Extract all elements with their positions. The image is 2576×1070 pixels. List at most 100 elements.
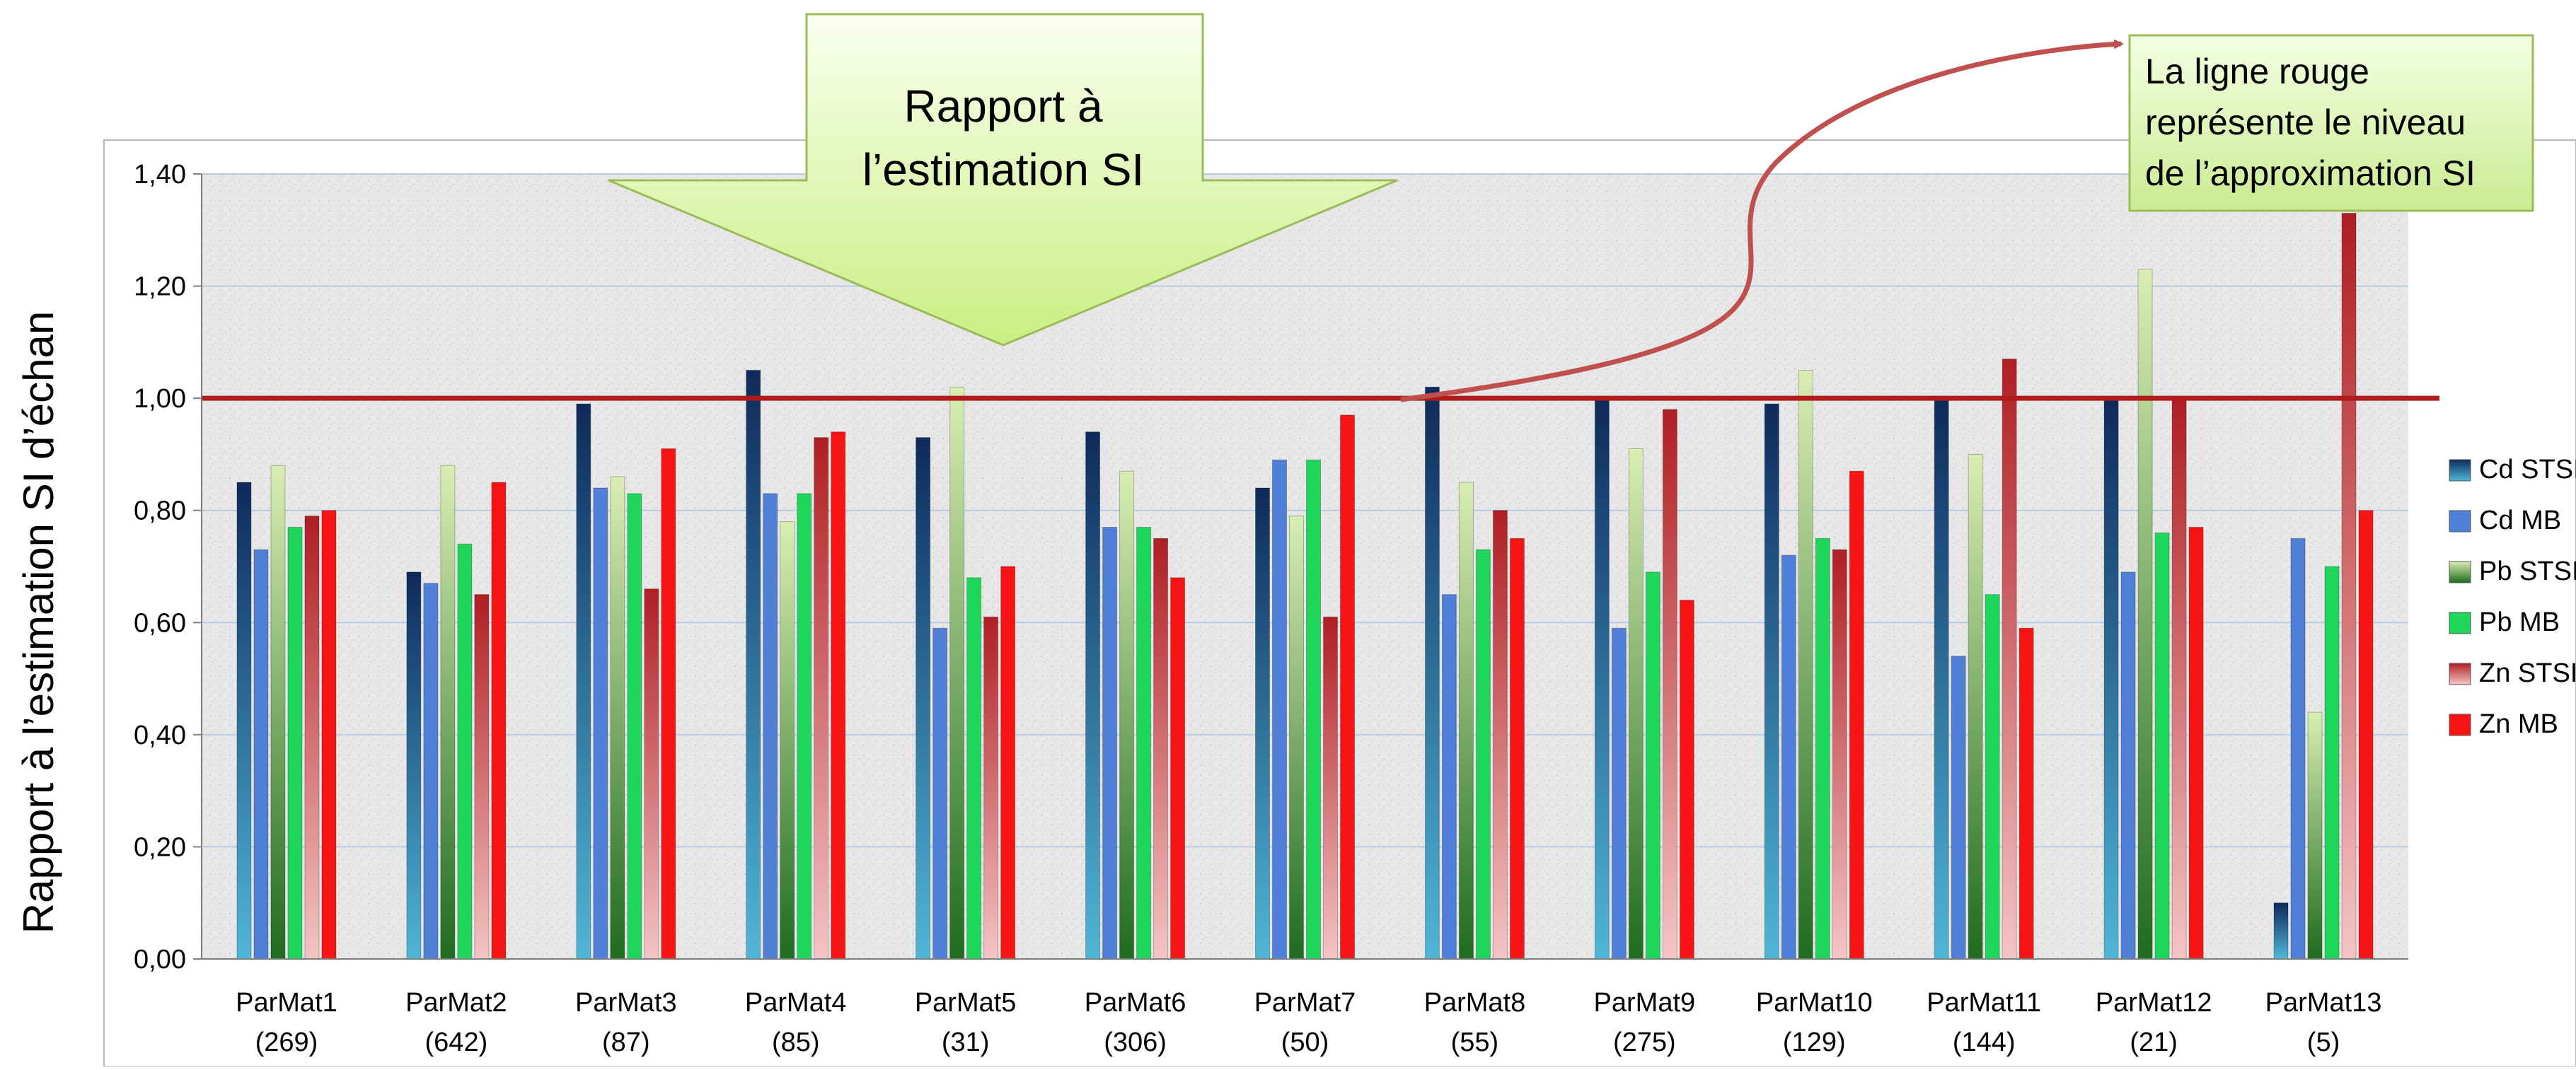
legend-swatch [2449,663,2471,685]
x-tick-count: (21) [2130,1028,2178,1057]
bar [1119,470,1135,960]
bar [2154,532,2170,960]
legend: Cd STSI Cd MB Pb STSI Pb MB Zn STSI Zn MB [2449,455,2576,739]
legend-label: Zn MB [2479,709,2558,739]
bar [1594,397,1610,960]
bar [440,465,456,960]
bar [1323,616,1338,960]
bar [966,577,982,960]
legend-label: Pb STSI [2479,557,2576,586]
x-tick-labels: ParMat1 (269) ParMat2 (642) ParMat3 (87) ParMa… [236,988,2381,1057]
bar [1815,537,1830,960]
bar [304,516,320,960]
bar [576,403,591,960]
bar [1934,397,1949,960]
bar [2171,397,2187,960]
x-tick-count: (275) [1613,1028,1676,1057]
bar [1509,537,1525,960]
callout-line-1: La ligne rouge [2145,52,2369,91]
bar [474,594,490,960]
bar [1475,549,1491,960]
bar [1272,459,1287,960]
bar [1102,527,1118,960]
bar [1628,448,1644,960]
bars [236,213,2374,960]
bar [1340,414,1355,960]
x-tick-label: ParMat2 [405,988,507,1018]
bar [1679,600,1694,960]
bar [491,482,507,960]
bar [610,476,625,960]
callout-line-2: représente le niveau [2145,103,2466,142]
callout-box [2128,34,2534,212]
legend-label: Cd MB [2479,506,2561,535]
bar [2324,566,2340,960]
bar [831,431,846,960]
x-tick-label: ParMat4 [745,988,847,1018]
bar [2002,359,2017,960]
y-tick-label: 1,40 [134,160,186,190]
bar [644,588,659,960]
bar [270,465,286,960]
bar [1153,537,1169,960]
bar [1000,566,1016,960]
x-tick-count: (87) [602,1028,650,1057]
bar [2358,510,2374,960]
x-tick-label: ParMat11 [1927,988,2041,1018]
x-tick-label: ParMat10 [1756,988,1873,1018]
legend-label: Cd STSI [2479,455,2576,484]
bar [797,493,812,960]
bar [1170,577,1186,960]
bar [2273,902,2289,960]
x-tick-label: ParMat9 [1594,988,1696,1018]
x-tick-label: ParMat12 [2096,988,2212,1018]
bar [1985,594,2000,960]
callout-annotation: La ligne rouge représente le niveau de l… [1400,34,2534,402]
arrow-label-line-2: l’estimation SI [862,144,1144,195]
bar [2120,571,2136,960]
bar [983,616,999,960]
bar [287,527,303,960]
y-tick-label: 1,20 [134,272,186,302]
callout-arrow [1400,39,2124,402]
x-tick-count: (55) [1451,1028,1499,1057]
bar [406,571,422,960]
x-tick-count: (85) [772,1028,820,1057]
bar [746,370,761,960]
x-tick-count: (306) [1104,1028,1167,1057]
bar [457,543,473,960]
legend-swatch [2449,612,2471,634]
bar [1968,453,1983,960]
bar [1611,627,1627,960]
legend-swatch [2449,714,2471,736]
bar [236,482,252,960]
x-tick-label: ParMat8 [1424,988,1526,1018]
bar [1441,594,1457,960]
x-tick-label: ParMat13 [2265,988,2382,1018]
arrow-annotation: Rapport à l’estimation SI [608,13,1398,347]
x-tick-label: ParMat1 [236,988,337,1018]
x-tick-count: (129) [1783,1028,1846,1057]
bar [321,510,337,960]
bar [2137,269,2153,960]
bar [814,437,829,960]
bar [1424,386,1440,960]
x-tick-label: ParMat7 [1254,988,1356,1018]
x-tick-count: (5) [2307,1028,2340,1057]
bar [1832,549,1847,960]
x-tick-count: (144) [1953,1028,2016,1057]
bar [1951,656,1966,960]
x-tick-count: (269) [255,1028,318,1057]
x-tick-label: ParMat3 [575,988,677,1018]
bar [423,583,439,960]
y-tick-label: 0,40 [134,721,186,750]
bar [2103,397,2119,960]
bar [1136,527,1152,960]
bar [661,448,676,960]
x-tick-count: (50) [1281,1028,1329,1057]
y-tick-label: 1,00 [134,384,186,414]
arrow-label-line-1: Rapport à [903,81,1102,132]
bar [1781,554,1796,960]
